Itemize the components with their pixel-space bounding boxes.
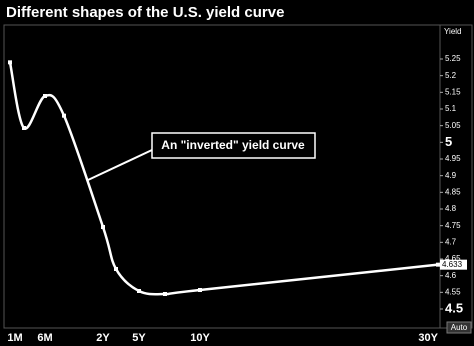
point bbox=[43, 94, 47, 98]
point bbox=[198, 288, 202, 292]
y-tick-label: 4.65 bbox=[445, 254, 461, 263]
point bbox=[62, 113, 66, 118]
annotation-pointer bbox=[87, 149, 153, 181]
point bbox=[8, 60, 12, 65]
x-tick-label: 2Y bbox=[96, 332, 110, 344]
y-tick-label: 4.9 bbox=[445, 171, 457, 180]
last-value-label: 4.633 bbox=[442, 260, 463, 269]
y-axis-label: Yield bbox=[444, 27, 462, 36]
x-tick-label: 1M bbox=[7, 332, 22, 344]
y-tick-label: 4.75 bbox=[445, 221, 461, 230]
point bbox=[163, 292, 167, 296]
last-value-box bbox=[440, 259, 467, 270]
y-tick-label: 5.25 bbox=[445, 54, 461, 63]
point bbox=[101, 225, 105, 229]
point bbox=[137, 289, 141, 293]
auto-button-label[interactable]: Auto bbox=[451, 323, 468, 332]
chart-title: Different shapes of the U.S. yield curve bbox=[6, 4, 284, 21]
x-tick-label: 30Y bbox=[418, 332, 438, 344]
y-tick-label: 4.6 bbox=[445, 271, 457, 280]
y-tick-label: 4.55 bbox=[445, 287, 461, 296]
y-tick-label: 4.95 bbox=[445, 154, 461, 163]
y-tick-label: 5.1 bbox=[445, 104, 457, 113]
y-tick-label: 4.85 bbox=[445, 187, 461, 196]
y-tick-label: 4.8 bbox=[445, 204, 457, 213]
y-tick-label: 5 bbox=[445, 134, 452, 149]
point bbox=[114, 267, 118, 271]
x-tick-label: 5Y bbox=[132, 332, 146, 344]
y-tick-label: 5.2 bbox=[445, 71, 457, 80]
annotation: An "inverted" yield curve bbox=[161, 138, 305, 152]
annotation-box bbox=[151, 132, 316, 159]
y-tick-label: 5.05 bbox=[445, 121, 461, 130]
y-tick-label: 4.5 bbox=[445, 300, 463, 315]
y-tick-label: 5.15 bbox=[445, 87, 461, 96]
auto-button[interactable] bbox=[446, 321, 472, 334]
point bbox=[22, 126, 26, 130]
point bbox=[436, 262, 440, 267]
x-tick-label: 10Y bbox=[190, 332, 210, 344]
y-tick-label: 4.7 bbox=[445, 237, 457, 246]
x-tick-label: 6M bbox=[37, 332, 52, 344]
